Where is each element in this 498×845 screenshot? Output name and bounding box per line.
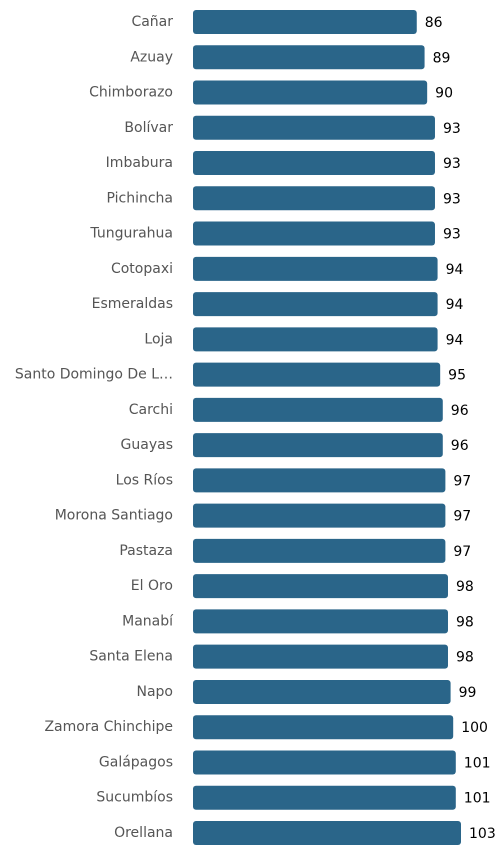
category-label: Cotopaxi — [111, 261, 173, 277]
category-label: Santo Domingo De L… — [15, 367, 173, 383]
bar — [193, 10, 417, 34]
value-label: 96 — [451, 438, 469, 454]
bar — [193, 644, 448, 669]
category-label: Bolívar — [124, 120, 173, 136]
value-label: 97 — [453, 473, 471, 489]
value-label: 103 — [469, 826, 496, 842]
bar — [193, 468, 446, 493]
value-label: 97 — [453, 544, 471, 560]
category-label: Pichincha — [106, 190, 173, 206]
category-label: Esmeraldas — [92, 296, 173, 312]
bar — [193, 186, 435, 211]
bar — [193, 362, 441, 387]
value-label: 94 — [446, 262, 464, 278]
value-label: 86 — [425, 15, 443, 31]
bar — [193, 679, 451, 704]
bar — [193, 45, 425, 70]
bar — [193, 785, 456, 810]
bar — [193, 820, 461, 845]
bar — [193, 327, 438, 352]
value-label: 98 — [456, 614, 474, 630]
bar — [193, 80, 428, 105]
bar — [193, 715, 454, 740]
category-label: Chimborazo — [89, 85, 173, 101]
value-label: 93 — [443, 156, 461, 172]
category-label: Azuay — [130, 49, 173, 65]
category-label: El Oro — [131, 578, 173, 594]
value-label: 97 — [453, 509, 471, 525]
value-label: 93 — [443, 227, 461, 243]
bar — [193, 574, 448, 599]
value-label: 94 — [446, 332, 464, 348]
category-label: Los Ríos — [116, 472, 173, 488]
value-label: 89 — [433, 50, 451, 66]
value-label: 98 — [456, 579, 474, 595]
value-label: 93 — [443, 191, 461, 207]
value-label: 101 — [464, 791, 491, 807]
value-label: 90 — [435, 86, 453, 102]
bar — [193, 292, 438, 317]
value-label: 101 — [464, 755, 491, 771]
category-label: Guayas — [121, 437, 173, 453]
bar — [193, 433, 443, 458]
value-label: 95 — [448, 368, 466, 384]
category-label: Tungurahua — [89, 226, 173, 242]
value-label: 100 — [461, 720, 488, 736]
category-label: Imbabura — [106, 155, 173, 171]
value-label: 99 — [459, 685, 477, 701]
bar — [193, 115, 435, 140]
value-label: 93 — [443, 121, 461, 137]
bar — [193, 256, 438, 281]
category-label: Santa Elena — [89, 649, 173, 665]
category-label: Morona Santiago — [55, 508, 173, 524]
bar — [193, 538, 446, 563]
bar — [193, 221, 435, 246]
bar — [193, 503, 446, 528]
category-label: Sucumbíos — [96, 790, 173, 806]
category-label: Loja — [144, 331, 173, 347]
value-label: 98 — [456, 650, 474, 666]
bar — [193, 609, 448, 634]
category-label: Orellana — [114, 825, 173, 841]
category-label: Napo — [136, 684, 173, 700]
category-label: Pastaza — [119, 543, 173, 559]
value-label: 94 — [446, 297, 464, 313]
bar — [193, 397, 443, 422]
category-label: Galápagos — [99, 754, 173, 770]
category-label: Zamora Chinchipe — [44, 719, 173, 735]
bar — [193, 750, 456, 775]
bar — [193, 151, 435, 176]
value-label: 96 — [451, 403, 469, 419]
category-label: Manabí — [122, 613, 174, 629]
category-label: Cañar — [131, 14, 173, 30]
category-label: Carchi — [129, 402, 173, 418]
